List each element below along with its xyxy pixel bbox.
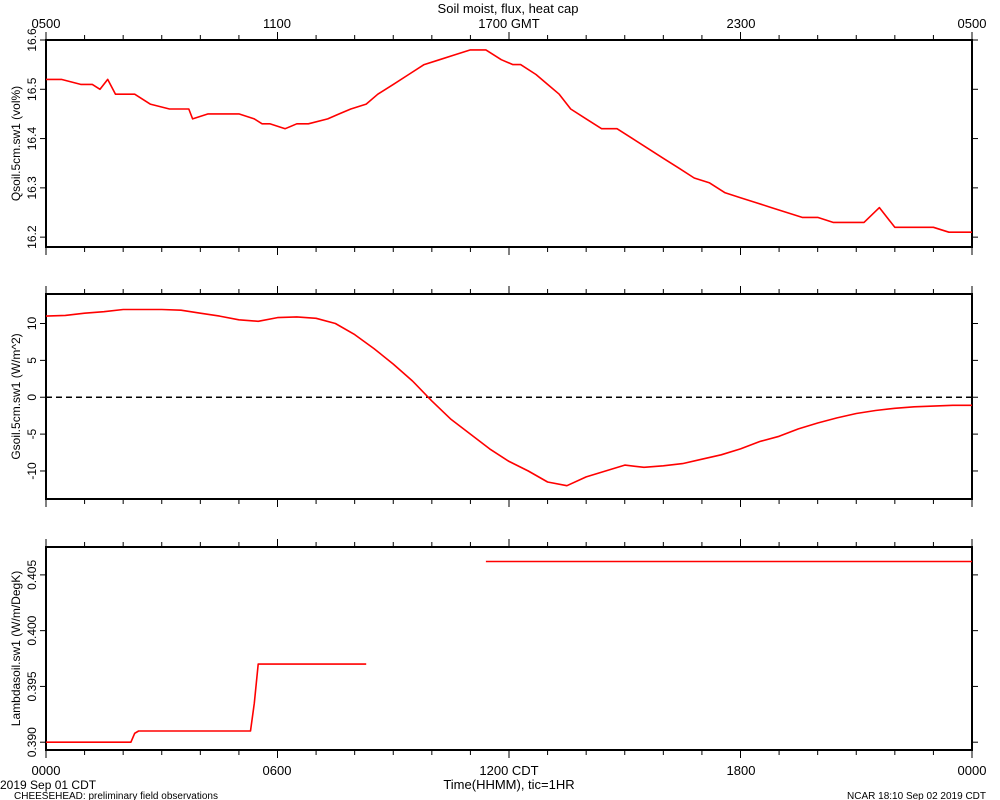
bottom-tick-label-2: 0600: [263, 763, 292, 778]
y-tick-label: 16.2: [25, 225, 39, 249]
y-tick-label: 0.400: [25, 615, 39, 645]
y-tick-label: 0.390: [25, 727, 39, 757]
series-line-1: [45, 308, 972, 487]
top-tick-label-5: 0500: [958, 16, 987, 31]
chart-panels: 16.2 16.3 16.4 16.5 16.6 Qsoil.5cm.sw1 (vol%)…: [9, 28, 978, 758]
y-tick-label: 10: [25, 317, 39, 331]
bottom-tick-label-5: 0000: [958, 763, 987, 778]
top-tick-label-2: 1100: [263, 16, 291, 31]
y-tick-label: -10: [25, 462, 39, 480]
top-tick-label-3: 1700 GMT: [478, 16, 539, 31]
y-axis-label: Lambdasoil.sw1 (W/m/DegK): [9, 571, 23, 726]
bottom-tick-label-4: 1800: [727, 763, 756, 778]
series-line-1: [46, 663, 367, 744]
footer-right: NCAR 18:10 Sep 02 2019 CDT: [847, 791, 986, 800]
footer-source-left: CHEESEHEAD: preliminary field observatio…: [14, 791, 218, 800]
y-tick-label: 16.5: [25, 77, 39, 101]
y-axis-label: Qsoil.5cm.sw1 (vol%): [9, 86, 23, 201]
bottom-tick-label-3: 1200 CDT: [479, 763, 538, 778]
y-axis-label: Gsoil.5cm.sw1 (W/m^2): [9, 333, 23, 459]
y-tick-label: 0.405: [25, 560, 39, 590]
x-axis-label: Time(HHMM), tic=1HR: [443, 777, 574, 792]
y-tick-label: 16.6: [25, 28, 39, 52]
plot-frame: [45, 546, 973, 751]
y-tick-label: 16.4: [25, 127, 39, 151]
bottom-axis-labels: 0000 0600 1200 CDT 1800 0000: [32, 763, 987, 778]
chart-title: Soil moist, flux, heat cap: [438, 1, 579, 16]
y-tick-label: -5: [25, 428, 39, 439]
top-axis-labels: 0500 1100 1700 GMT 2300 0500: [32, 16, 987, 31]
top-tick-label-1: 0500: [32, 16, 61, 31]
chart-panel-1: 16.2 16.3 16.4 16.5 16.6 Qsoil.5cm.sw1 (vol%): [9, 28, 978, 255]
y-tick-label: 0.395: [25, 671, 39, 701]
series-line-1: [46, 49, 972, 233]
y-tick-label: 16.3: [25, 176, 39, 200]
y-tick-label: 0: [25, 394, 39, 401]
top-tick-label-4: 2300: [727, 16, 756, 31]
plot-frame: [45, 39, 973, 248]
bottom-tick-label-1: 0000: [32, 763, 61, 778]
footer-date-left: 2019 Sep 01 CDT: [0, 778, 97, 792]
y-tick-label: 5: [25, 357, 39, 364]
